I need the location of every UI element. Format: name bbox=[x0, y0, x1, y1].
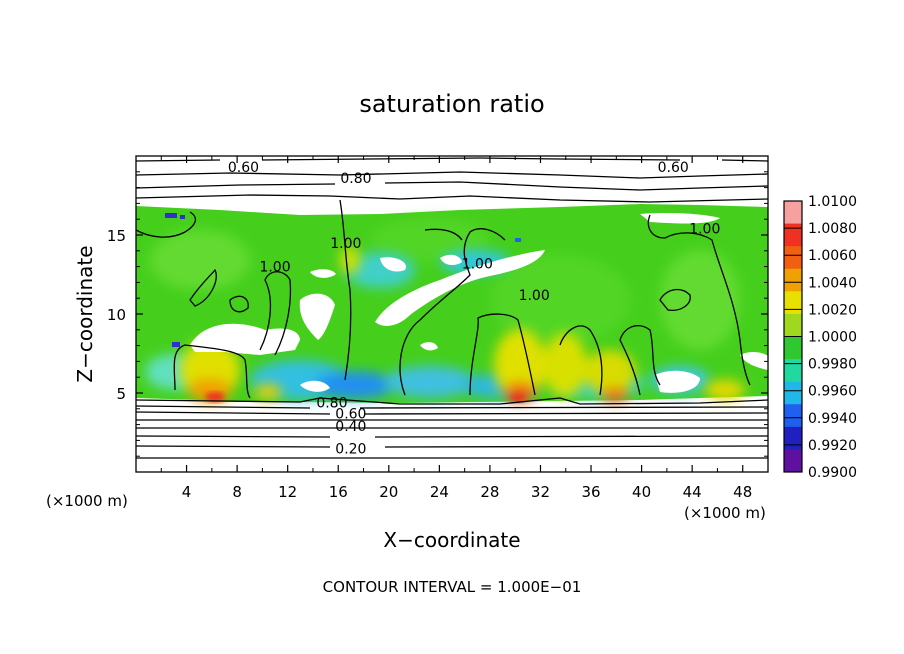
plot-area bbox=[136, 156, 768, 472]
contour-label: 0.20 bbox=[335, 441, 366, 457]
colorbar-swatch bbox=[784, 359, 802, 383]
colorbar-label: 1.0020 bbox=[808, 302, 857, 318]
contour-interval-note: CONTOUR INTERVAL = 1.000E−01 bbox=[323, 578, 582, 596]
field-variation bbox=[150, 218, 740, 350]
chart-title: saturation ratio bbox=[359, 90, 544, 118]
x-tick-label: 4 bbox=[182, 483, 192, 501]
x-tick-label: 12 bbox=[278, 483, 297, 501]
contour-label: 1.00 bbox=[462, 256, 493, 272]
colorbar-swatch bbox=[784, 336, 802, 360]
x-tick-label: 36 bbox=[581, 483, 600, 501]
field-supersaturated-plumes bbox=[180, 246, 745, 402]
contour-label: 0.60 bbox=[658, 160, 689, 176]
contours-upper bbox=[136, 157, 768, 203]
colorbar-label: 0.9980 bbox=[808, 357, 857, 373]
colorbar-swatch bbox=[784, 426, 802, 450]
x-tick-label: 44 bbox=[683, 483, 702, 501]
contour-label: 1.00 bbox=[330, 236, 361, 252]
colorbar: 1.0100 1.0080 1.0060 1.0040 1.0020 1.0000 0.99… bbox=[783, 194, 857, 481]
x-axis-label: X−coordinate bbox=[383, 528, 520, 552]
colorbar-label: 1.0060 bbox=[808, 248, 857, 264]
x-unit-right: (×1000 m) bbox=[684, 504, 766, 522]
colorbar-swatch bbox=[784, 313, 802, 337]
contour-label: 0.40 bbox=[335, 419, 366, 435]
y-axis-label: Z−coordinate bbox=[73, 245, 97, 382]
contours-lower bbox=[136, 397, 768, 459]
contour-label: 1.00 bbox=[689, 222, 720, 238]
colorbar-swatch bbox=[784, 381, 802, 405]
colorbar-swatch bbox=[784, 291, 802, 315]
colorbar-swatch bbox=[784, 223, 802, 247]
colorbar-swatch bbox=[784, 246, 802, 270]
colorbar-swatch bbox=[784, 268, 802, 292]
colorbar-swatch bbox=[784, 201, 802, 225]
colorbar-label: 0.9900 bbox=[808, 465, 857, 481]
colorbar-label: 1.0100 bbox=[808, 194, 857, 210]
y-tick-label: 10 bbox=[107, 306, 126, 324]
contour-label: 0.80 bbox=[340, 171, 371, 187]
field-peak-cores bbox=[205, 392, 526, 402]
x-tick-label: 32 bbox=[531, 483, 550, 501]
contour-label: 0.80 bbox=[316, 395, 347, 411]
colorbar-label: 0.9920 bbox=[808, 438, 857, 454]
colorbar-label: 1.0000 bbox=[808, 330, 857, 346]
colorbar-label: 0.9960 bbox=[808, 384, 857, 400]
y-tick-label: 15 bbox=[107, 227, 126, 245]
contour-label: 0.60 bbox=[335, 407, 366, 423]
field-clear-holes bbox=[190, 213, 768, 393]
x-tick-label: 48 bbox=[733, 483, 752, 501]
colorbar-label: 1.0080 bbox=[808, 221, 857, 237]
x-tick-label: 8 bbox=[232, 483, 242, 501]
field-cloud-top-specks bbox=[165, 213, 521, 347]
contours-saturation bbox=[136, 199, 751, 399]
colorbar-swatch bbox=[784, 449, 802, 473]
contour-label: 1.00 bbox=[519, 288, 550, 304]
contour-label: 0.60 bbox=[228, 160, 259, 176]
colorbar-label: 0.9940 bbox=[808, 411, 857, 427]
colorbar-label: 1.0040 bbox=[808, 275, 857, 291]
y-tick-label: 5 bbox=[116, 385, 126, 403]
contour-labels: 0.60 0.600.801.001.00 1.001.001.000.800.60… bbox=[228, 160, 721, 457]
x-tick-label: 28 bbox=[480, 483, 499, 501]
colorbar-swatch bbox=[784, 404, 802, 428]
x-unit-left: (×1000 m) bbox=[46, 492, 128, 510]
x-tick-label: 40 bbox=[632, 483, 651, 501]
x-tick-label: 16 bbox=[329, 483, 348, 501]
x-tick-label: 20 bbox=[379, 483, 398, 501]
contour-label: 1.00 bbox=[259, 260, 290, 276]
x-tick-label: 24 bbox=[430, 483, 449, 501]
